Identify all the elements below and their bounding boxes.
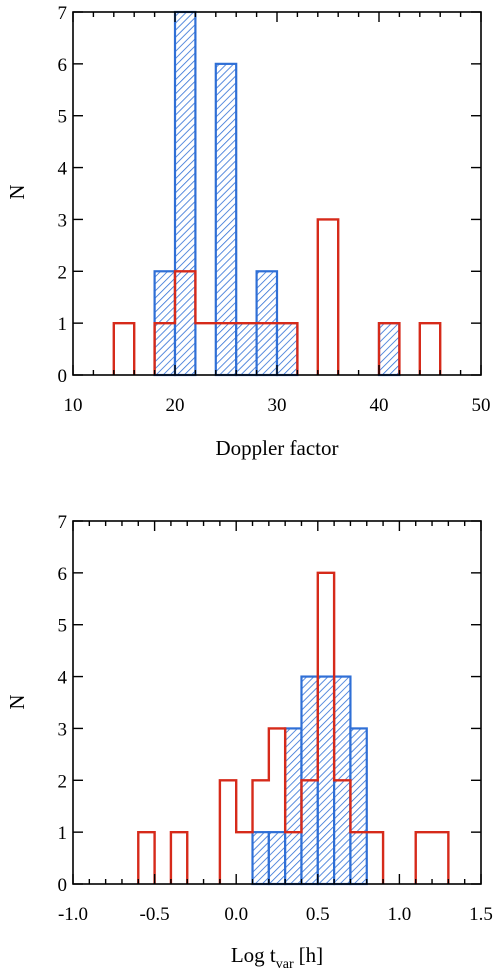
y-tick-label: 5 bbox=[58, 107, 68, 128]
log-tvar-histogram-panel: -1.0 -0.5 0.0 0.5 1.0 1.5 0 1 2 3 4 5 6 7 Log tvar [h… bbox=[5, 512, 493, 972]
doppler-x-tick-labels: 10 20 30 40 50 bbox=[64, 395, 491, 416]
y-tick-label: 2 bbox=[58, 262, 68, 283]
x-tick-label: -1.0 bbox=[58, 904, 88, 925]
y-tick-label: 7 bbox=[58, 3, 68, 24]
doppler-red-outline bbox=[112, 218, 442, 375]
log-tvar-x-tick-labels: -1.0 -0.5 0.0 0.5 1.0 1.5 bbox=[58, 904, 493, 925]
blue-bar bbox=[284, 727, 303, 886]
y-tick-label: 1 bbox=[58, 314, 68, 335]
blue-bar bbox=[267, 831, 287, 886]
red-outline-histogram bbox=[112, 218, 442, 375]
blue-bar bbox=[275, 322, 299, 377]
log-tvar-plot-frame bbox=[72, 520, 482, 885]
y-tick-label: 4 bbox=[58, 159, 68, 180]
doppler-histogram-panel: 10 20 30 40 50 0 1 2 3 4 5 6 7 Doppler factor N bbox=[5, 3, 491, 460]
log-tvar-red-outline bbox=[137, 571, 450, 884]
x-tick-label: 0.0 bbox=[224, 904, 248, 925]
doppler-y-axis-title: N bbox=[5, 184, 29, 199]
y-tick-label: 0 bbox=[58, 875, 68, 896]
blue-bar bbox=[316, 675, 336, 886]
y-tick-label: 4 bbox=[58, 668, 68, 689]
blue-bar bbox=[349, 727, 368, 886]
y-tick-label: 2 bbox=[58, 771, 68, 792]
y-tick-label: 7 bbox=[58, 512, 68, 533]
x-tick-label: 1.5 bbox=[469, 904, 493, 925]
doppler-ticks bbox=[72, 11, 482, 376]
y-tick-label: 3 bbox=[58, 719, 68, 740]
red-outline-histogram bbox=[137, 571, 450, 884]
y-tick-label: 5 bbox=[58, 616, 68, 637]
blue-bar bbox=[214, 62, 238, 377]
log-tvar-y-axis-title: N bbox=[5, 694, 29, 709]
x-tick-label: -0.5 bbox=[140, 904, 170, 925]
x-tick-label: 50 bbox=[472, 395, 491, 416]
x-tick-label: 1.0 bbox=[388, 904, 412, 925]
y-tick-label: 6 bbox=[58, 55, 68, 76]
log-tvar-y-tick-labels: 0 1 2 3 4 5 6 7 bbox=[58, 512, 68, 896]
y-tick-label: 3 bbox=[58, 210, 68, 231]
x-tick-label: 40 bbox=[370, 395, 389, 416]
x-tick-label: 30 bbox=[268, 395, 287, 416]
blue-bar bbox=[235, 322, 258, 377]
x-tick-label: 10 bbox=[64, 395, 83, 416]
log-tvar-x-axis-title: Log tvar [h] bbox=[231, 943, 323, 972]
blue-bar bbox=[173, 10, 197, 377]
doppler-blue-bars bbox=[153, 10, 401, 377]
log-tvar-ticks bbox=[72, 520, 482, 885]
x-tick-label: 20 bbox=[166, 395, 185, 416]
blue-bar bbox=[251, 831, 270, 886]
x-tick-label: 0.5 bbox=[306, 904, 330, 925]
doppler-y-tick-labels: 0 1 2 3 4 5 6 7 bbox=[58, 3, 68, 387]
y-tick-label: 0 bbox=[58, 366, 68, 387]
y-tick-label: 6 bbox=[58, 564, 68, 585]
blue-bar bbox=[377, 322, 401, 377]
doppler-x-axis-title: Doppler factor bbox=[215, 436, 338, 460]
y-tick-label: 1 bbox=[58, 823, 68, 844]
